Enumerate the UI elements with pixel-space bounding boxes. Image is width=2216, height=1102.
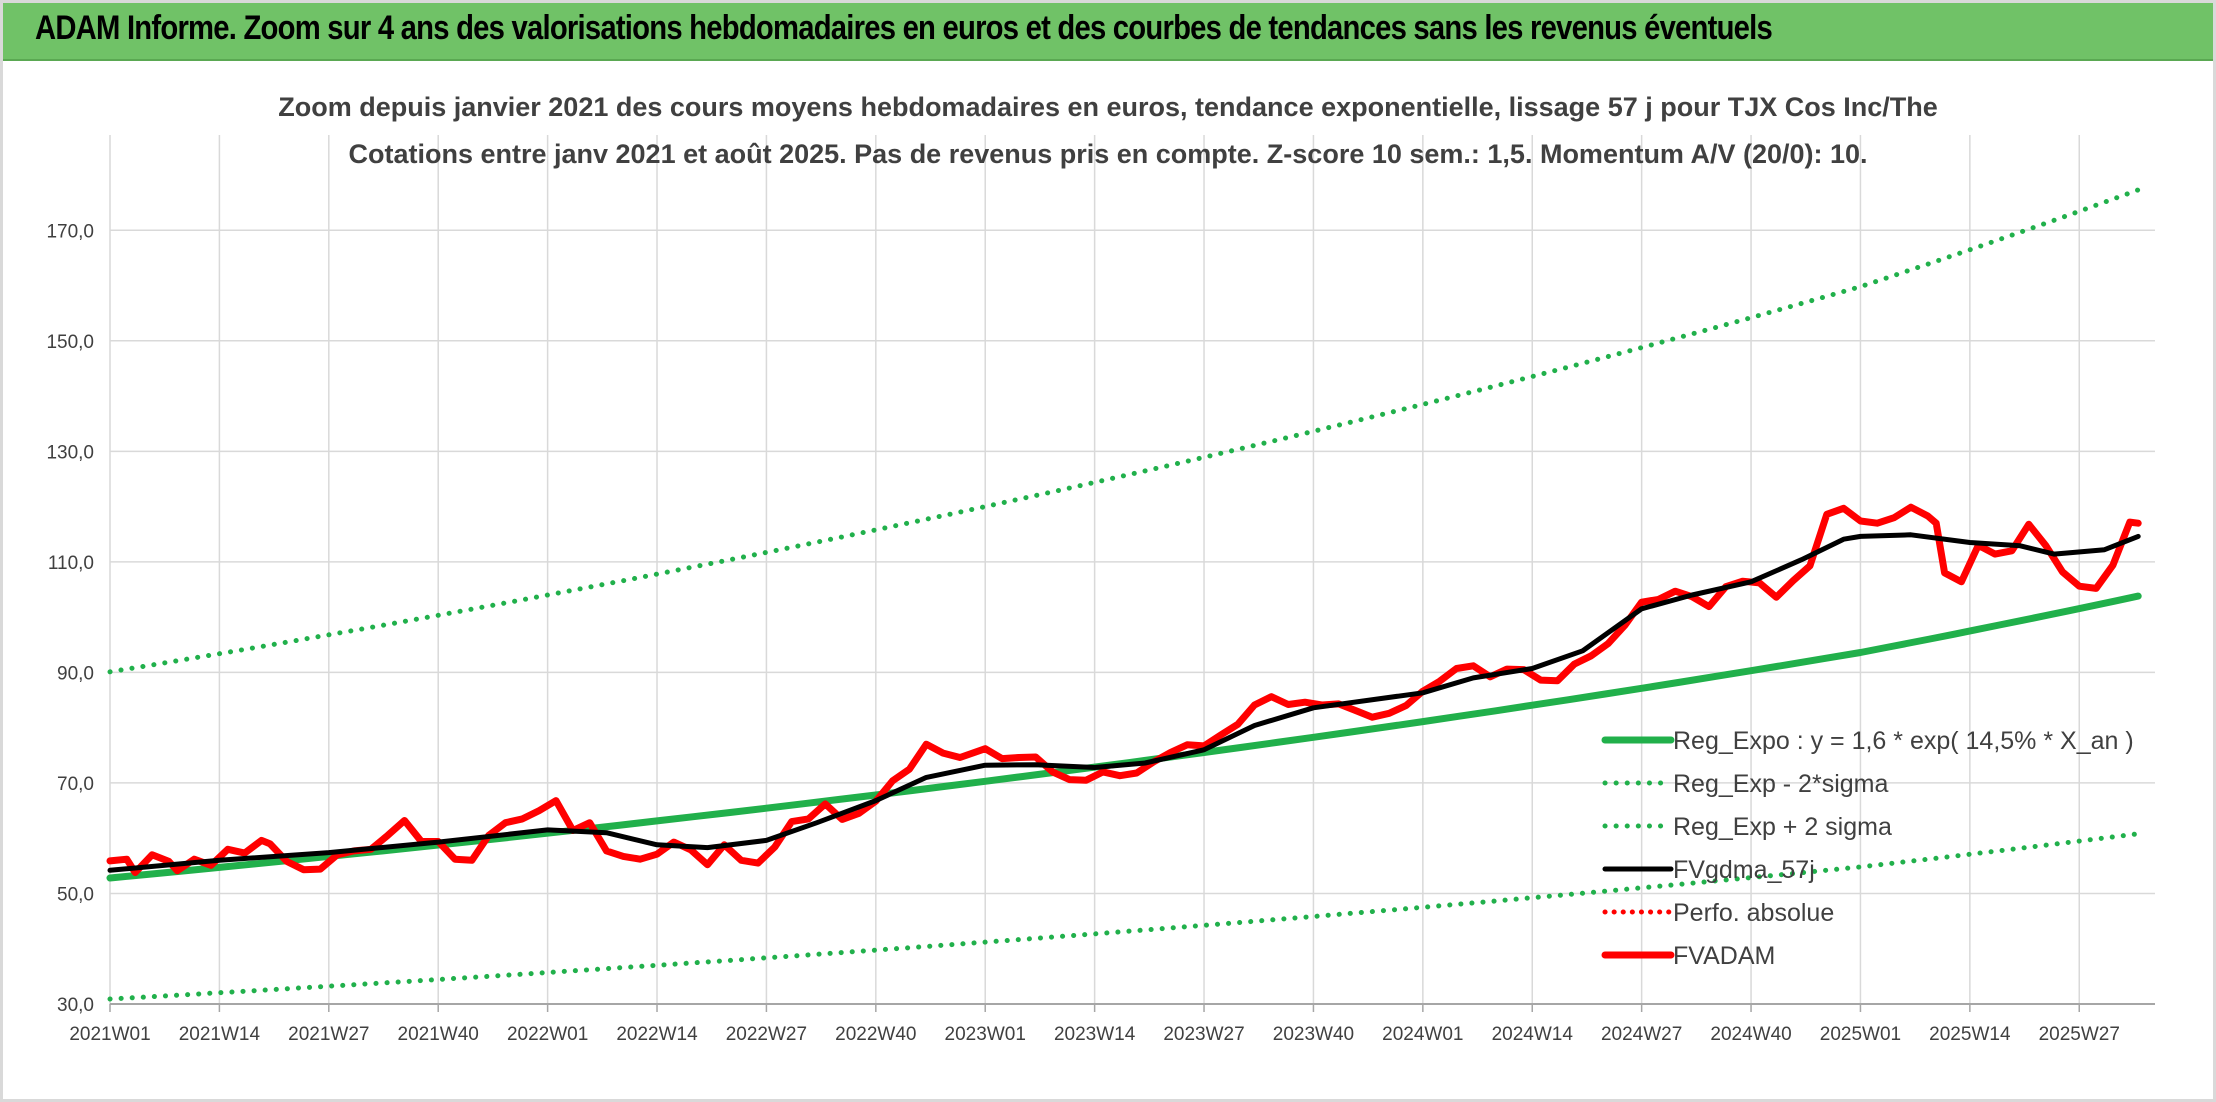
x-tick-label: 2023W40: [1273, 1024, 1354, 1045]
x-tick-label: 2025W01: [1820, 1024, 1901, 1045]
y-tick-label: 130,0: [46, 442, 94, 463]
legend-label: FVADAM: [1673, 942, 1775, 970]
legend-label: FVgdma_57j: [1673, 856, 1815, 884]
x-tick-label: 2021W40: [398, 1024, 479, 1045]
x-tick-label: 2022W01: [507, 1024, 588, 1045]
x-tick-label: 2023W01: [945, 1024, 1026, 1045]
x-tick-label: 2021W14: [179, 1024, 261, 1045]
chart-subtitle: Cotations entre janv 2021 et août 2025. …: [348, 139, 1867, 169]
x-axis-ticks: 2021W01 2021W14 2021W27 2021W40 2022W01 2022W…: [69, 1024, 2120, 1045]
y-tick-label: 110,0: [48, 553, 94, 574]
y-tick-label: 150,0: [46, 332, 94, 353]
y-tick-label: 30,0: [57, 995, 94, 1016]
legend-label: Perfo. absolue: [1673, 899, 1834, 927]
report-banner: ADAM Informe. Zoom sur 4 ans des valoris…: [3, 3, 2213, 61]
chart-title: Zoom depuis janvier 2021 des cours moyen…: [278, 92, 1938, 122]
banner-title: ADAM Informe. Zoom sur 4 ans des valoris…: [35, 9, 1773, 47]
x-tick-label: 2023W27: [1163, 1024, 1244, 1045]
grid-lines: [109, 135, 2155, 1012]
x-tick-label: 2025W14: [1929, 1024, 2011, 1045]
x-tick-label: 2025W27: [2039, 1024, 2120, 1045]
x-tick-label: 2024W01: [1382, 1024, 1463, 1045]
x-tick-label: 2022W40: [835, 1024, 916, 1045]
x-tick-label: 2021W27: [288, 1024, 369, 1045]
series-line-0: [106, 592, 2142, 882]
legend-label: Reg_Exp + 2 sigma: [1673, 813, 1892, 841]
x-tick-label: 2024W27: [1601, 1024, 1682, 1045]
x-tick-label: 2024W14: [1492, 1024, 1574, 1045]
legend-label: Reg_Expo : y = 1,6 * exp( 14,5% * X_an ): [1673, 727, 2134, 755]
y-tick-label: 50,0: [57, 884, 94, 905]
x-tick-label: 2022W14: [616, 1024, 698, 1045]
series-line-3: [107, 532, 2141, 873]
legend: Reg_Expo : y = 1,6 * exp( 14,5% * X_an )…: [1601, 727, 2134, 970]
series-lines: [106, 187, 2142, 1002]
legend-label: Reg_Exp - 2*sigma: [1673, 770, 1888, 798]
x-tick-label: 2021W01: [69, 1024, 150, 1045]
y-axis-ticks: 30,0 50,0 70,0 90,0 110,0 130,0 150,0 170,0: [46, 221, 94, 1016]
series-line-1: [107, 831, 2141, 1002]
y-tick-label: 90,0: [57, 663, 94, 684]
series-line-2: [107, 187, 2141, 675]
y-tick-label: 70,0: [57, 774, 94, 795]
x-tick-label: 2024W40: [1710, 1024, 1791, 1045]
x-tick-label: 2022W27: [726, 1024, 807, 1045]
x-tick-label: 2023W14: [1054, 1024, 1136, 1045]
y-tick-label: 170,0: [46, 221, 94, 242]
